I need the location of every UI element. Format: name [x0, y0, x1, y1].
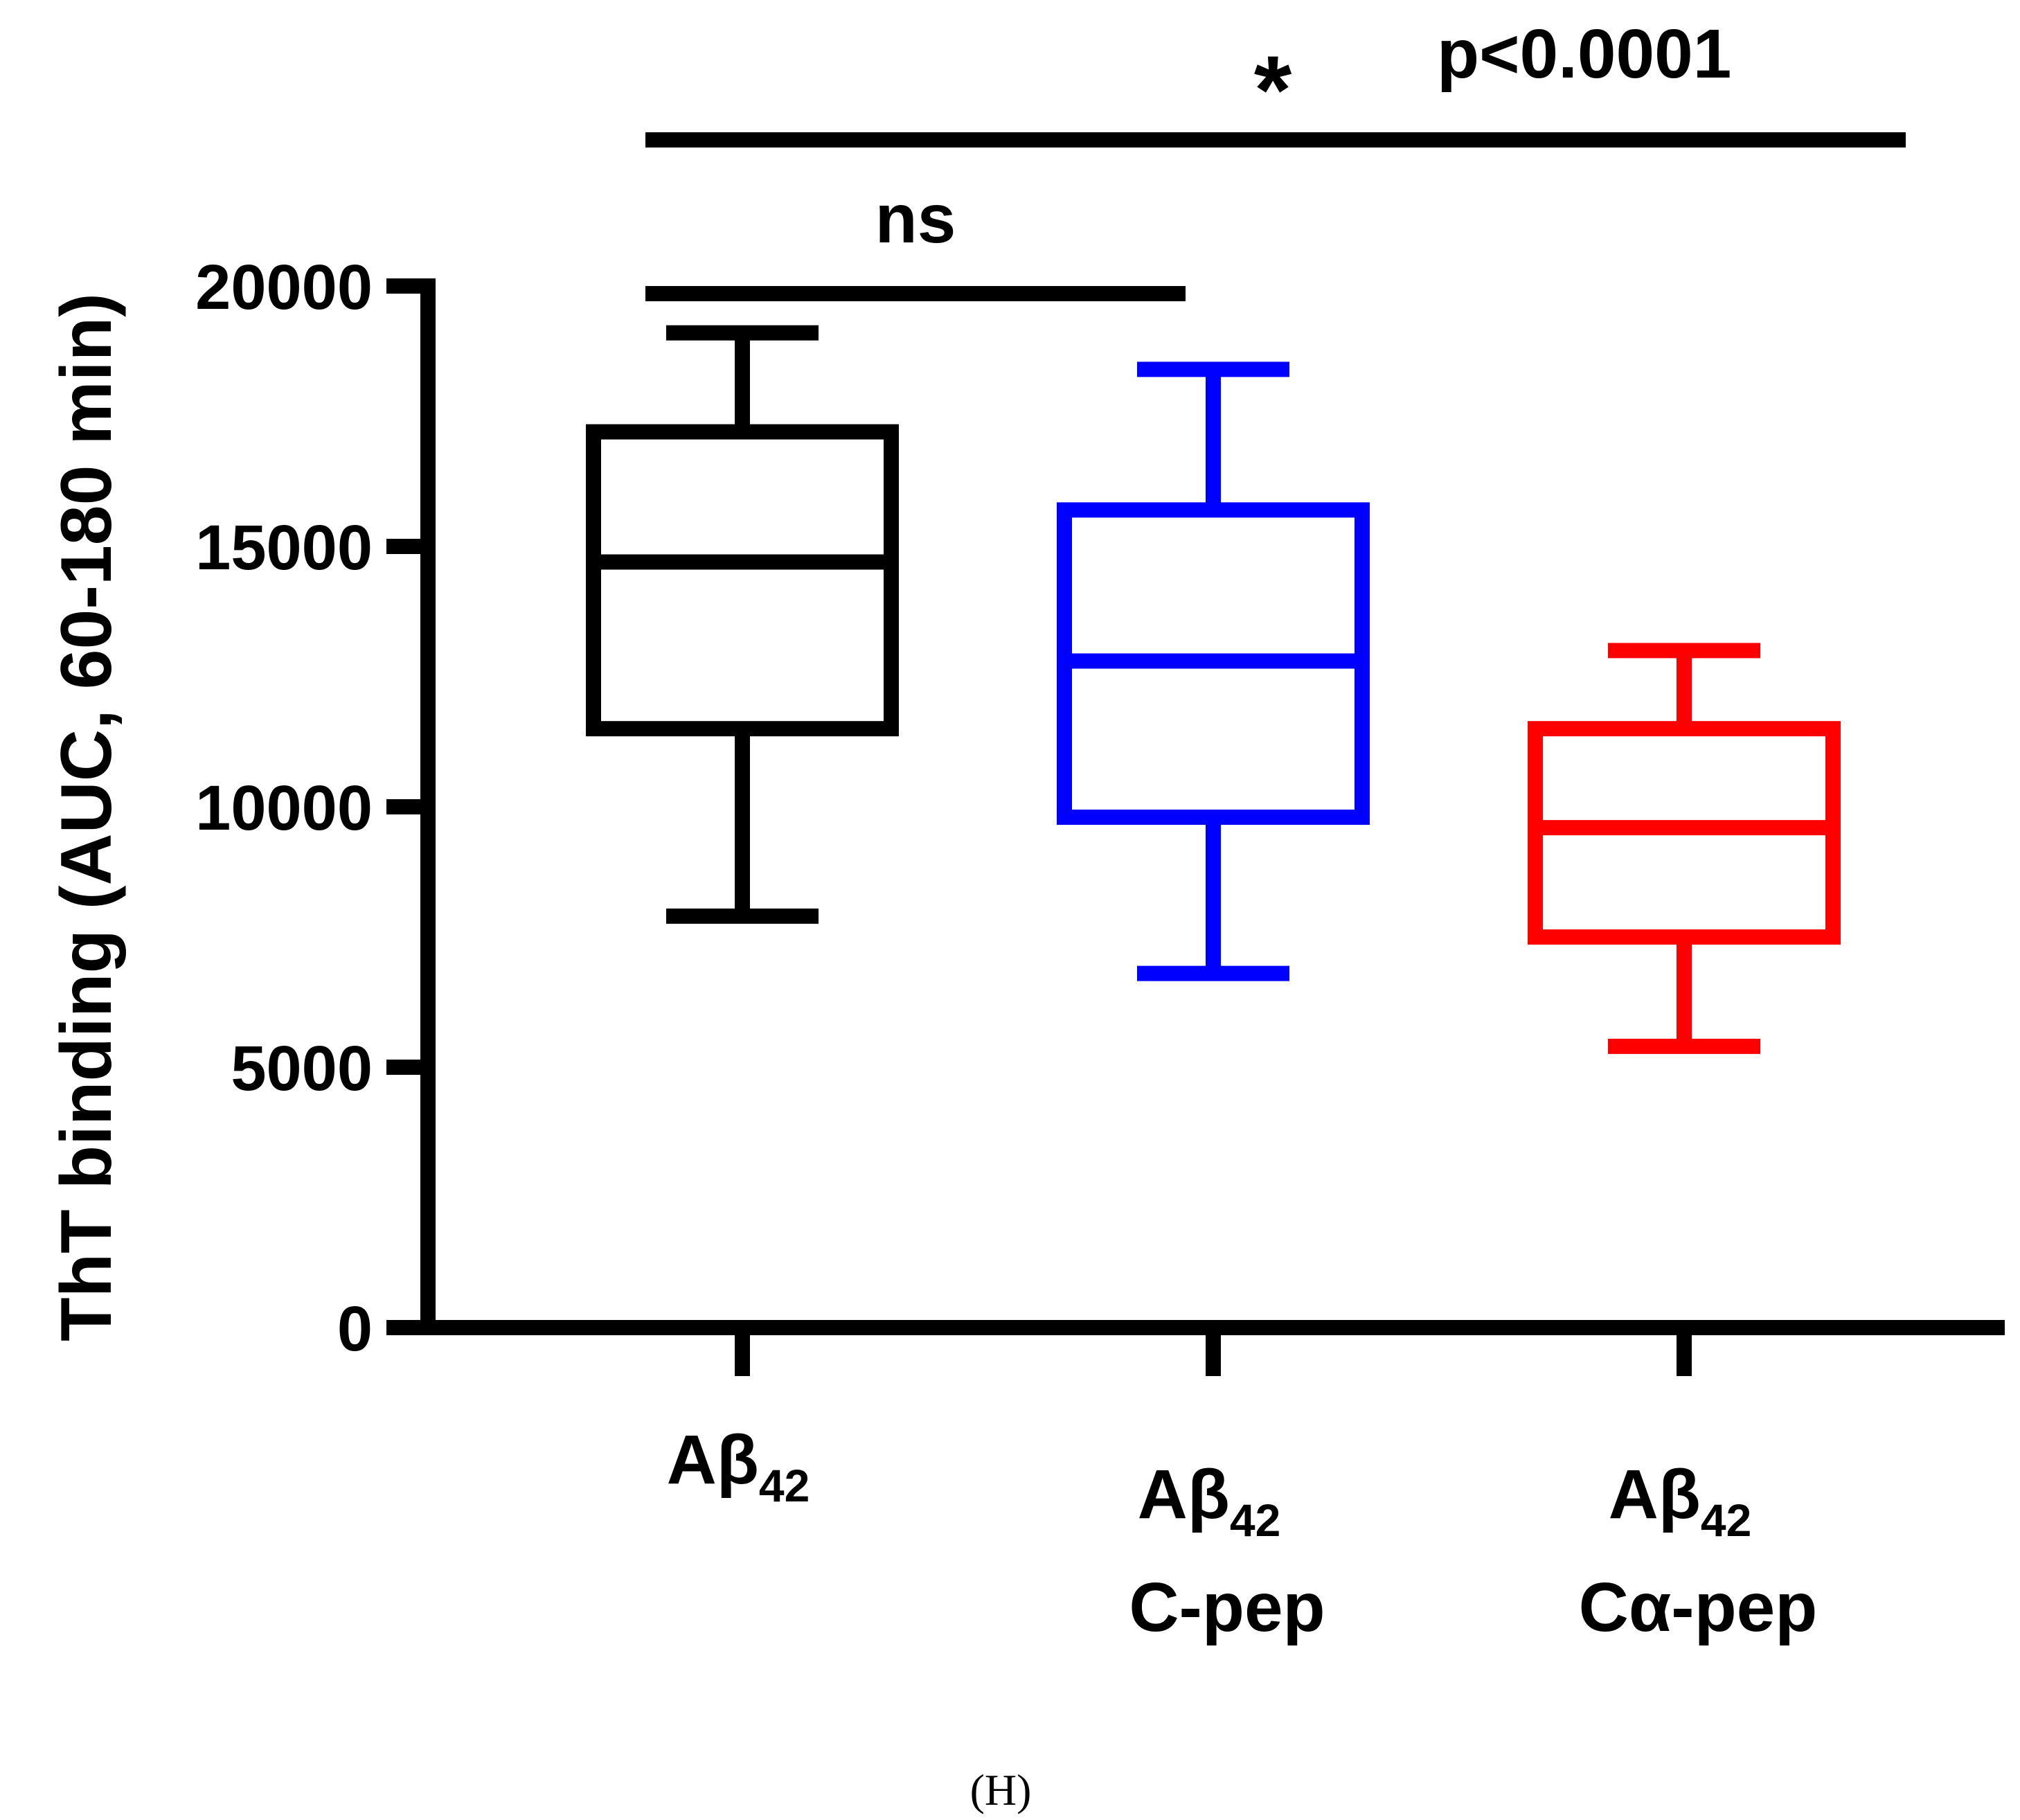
- y-tick-label: 20000: [195, 252, 373, 323]
- x-tick-label-line2: Cα-pep: [1579, 1569, 1818, 1646]
- plot-area: 0 5000 10000 15000 20000 Aβ42 Aβ42 C-pep Aβ42 Cα-…: [195, 15, 2005, 1646]
- box-group: [1528, 643, 1841, 1054]
- significance-label: *: [1254, 35, 1292, 144]
- box-group: [1057, 362, 1370, 981]
- y-tick-label: 0: [337, 1294, 373, 1364]
- x-tick-label: Aβ42: [1609, 1456, 1752, 1546]
- y-tick-label: 10000: [195, 773, 373, 844]
- panel-label: (H): [970, 1765, 1032, 1814]
- y-tick-label: 5000: [231, 1033, 373, 1104]
- y-tick-label: 15000: [195, 512, 373, 583]
- p-value-label: p<0.0001: [1437, 15, 1731, 93]
- iqr-box: [586, 424, 899, 737]
- significance-label: ns: [875, 180, 956, 258]
- x-tick-label: Aβ42: [667, 1421, 810, 1511]
- x-tick-label-line2: C-pep: [1129, 1569, 1325, 1646]
- y-axis-label: ThT binding (AUC, 60-180 min): [46, 293, 127, 1341]
- x-tick-label: Aβ42: [1138, 1456, 1281, 1546]
- box-group: [586, 325, 899, 924]
